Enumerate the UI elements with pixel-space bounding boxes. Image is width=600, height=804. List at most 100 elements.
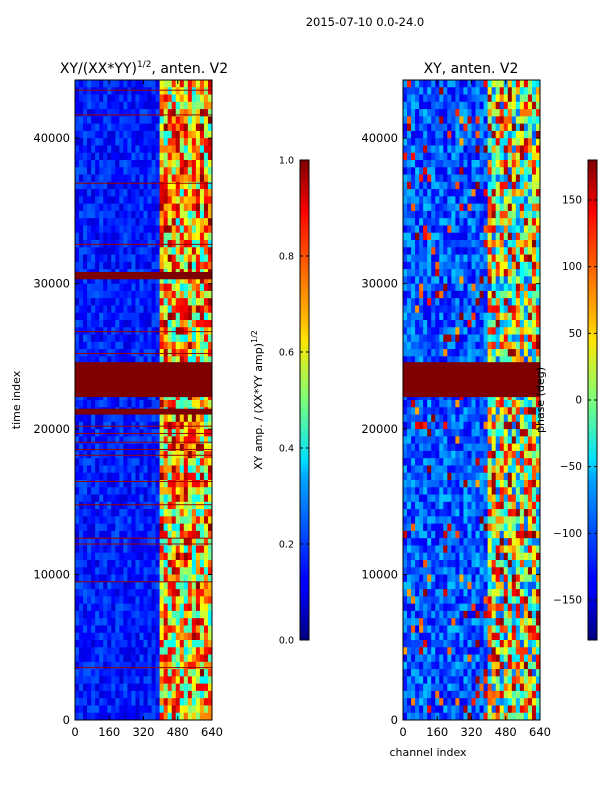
left-heatmap-cell [192,575,196,583]
left-heatmap-cell [192,545,196,553]
right-heatmap-cell [431,407,435,415]
right-heatmap-cell [415,269,419,277]
right-heatmap-cell [435,95,439,103]
right-heatmap-cell [423,458,427,466]
left-heatmap-cell [111,335,115,343]
right-heatmap-cell [500,335,504,343]
right-heatmap-cell [516,204,520,212]
left-heatmap-cell [152,349,156,357]
left-heatmap-cell [107,705,111,713]
right-heatmap-cell [516,436,520,444]
right-heatmap-cell [500,473,504,481]
left-heatmap-cell [83,451,87,459]
left-heatmap-cell [75,145,79,153]
left-heatmap-cell [196,429,200,437]
right-heatmap-cell [419,211,423,219]
left-heatmap-cell [75,175,79,183]
left-heatmap-cell [192,655,196,663]
left-heatmap-cell [135,531,139,539]
left-heatmap-cell [127,589,131,597]
left-heatmap-cell [139,465,143,473]
right-heatmap-cell [476,400,480,408]
left-heatmap-cell [139,487,143,495]
right-heatmap-cell [403,102,407,110]
left-heatmap-cell [131,225,135,233]
right-heatmap-cell [419,276,423,284]
left-heatmap-cell [79,291,83,299]
right-heatmap-cell [403,269,407,277]
left-heatmap-cell [160,611,164,619]
right-heatmap-cell [431,327,435,335]
right-heatmap-cell [415,153,419,161]
left-heatmap-cell [115,204,119,212]
right-heatmap-cell [423,167,427,175]
left-heatmap-cell [131,189,135,197]
left-heatmap-cell [176,400,180,408]
left-heatmap-cell [156,545,160,553]
left-heatmap-cell [79,582,83,590]
left-heatmap-cell [91,458,95,466]
left-heatmap-cell [87,473,91,481]
left-heatmap-cell [91,175,95,183]
left-title-suffix: , anten. V2 [151,61,228,77]
left-heatmap-cell [123,400,127,408]
left-heatmap-cell [103,153,107,161]
left-heatmap-cell [196,698,200,706]
left-heatmap-cell [83,705,87,713]
left-heatmap-cell [200,138,204,146]
right-heatmap-cell [467,407,471,415]
right-heatmap-cell [435,262,439,270]
right-heatmap-cell [528,138,532,146]
right-heatmap-cell [415,487,419,495]
right-heatmap-cell [500,400,504,408]
left-heatmap-cell [107,225,111,233]
left-heatmap-cell [119,153,123,161]
left-heatmap-cell [184,102,188,110]
right-heatmap-cell [524,335,528,343]
right-heatmap-cell [411,487,415,495]
left-heatmap-cell [160,400,164,408]
right-heatmap-cell [496,196,500,204]
left-heatmap-cell [75,262,79,270]
left-heatmap-cell [148,240,152,248]
left-heatmap-cell [148,145,152,153]
left-heatmap-cell [87,647,91,655]
right-heatmap-cell [500,218,504,226]
right-heatmap-cell [508,247,512,255]
left-heatmap-cell [139,524,143,532]
left-heatmap-cell [83,284,87,292]
right-heatmap-cell [504,436,508,444]
left-heatmap-cell [127,153,131,161]
right-heatmap-cell [492,116,496,124]
left-heatmap-cell [148,502,152,510]
left-heatmap-cell [172,211,176,219]
left-heatmap-cell [83,138,87,146]
right-heatmap-cell [463,247,467,255]
left-heatmap-cell [127,676,131,684]
right-heatmap-cell [419,400,423,408]
left-heatmap-cell [184,495,188,503]
left-heatmap-cell [164,233,168,241]
left-heatmap-cell [99,458,103,466]
left-heatmap-cell [192,422,196,430]
right-heatmap-cell [463,102,467,110]
left-heatmap-cell [119,102,123,110]
right-heatmap-cell [435,211,439,219]
left-heatmap-cell [75,305,79,313]
left-heatmap-cell [148,327,152,335]
right-heatmap-cell [516,102,520,110]
left-heatmap-cell [91,705,95,713]
left-heatmap-cell [168,495,172,503]
right-heatmap-cell [484,276,488,284]
right-heatmap-cell [403,436,407,444]
right-heatmap-cell [423,255,427,263]
right-heatmap-cell [431,276,435,284]
right-heatmap-cell [423,131,427,139]
right-heatmap-cell [516,284,520,292]
left-heatmap-cell [83,80,87,88]
right-heatmap-cell [423,298,427,306]
right-heatmap-cell [488,175,492,183]
left-heatmap-cell [200,225,204,233]
right-heatmap-cell [463,465,467,473]
left-heatmap-cell [204,327,208,335]
